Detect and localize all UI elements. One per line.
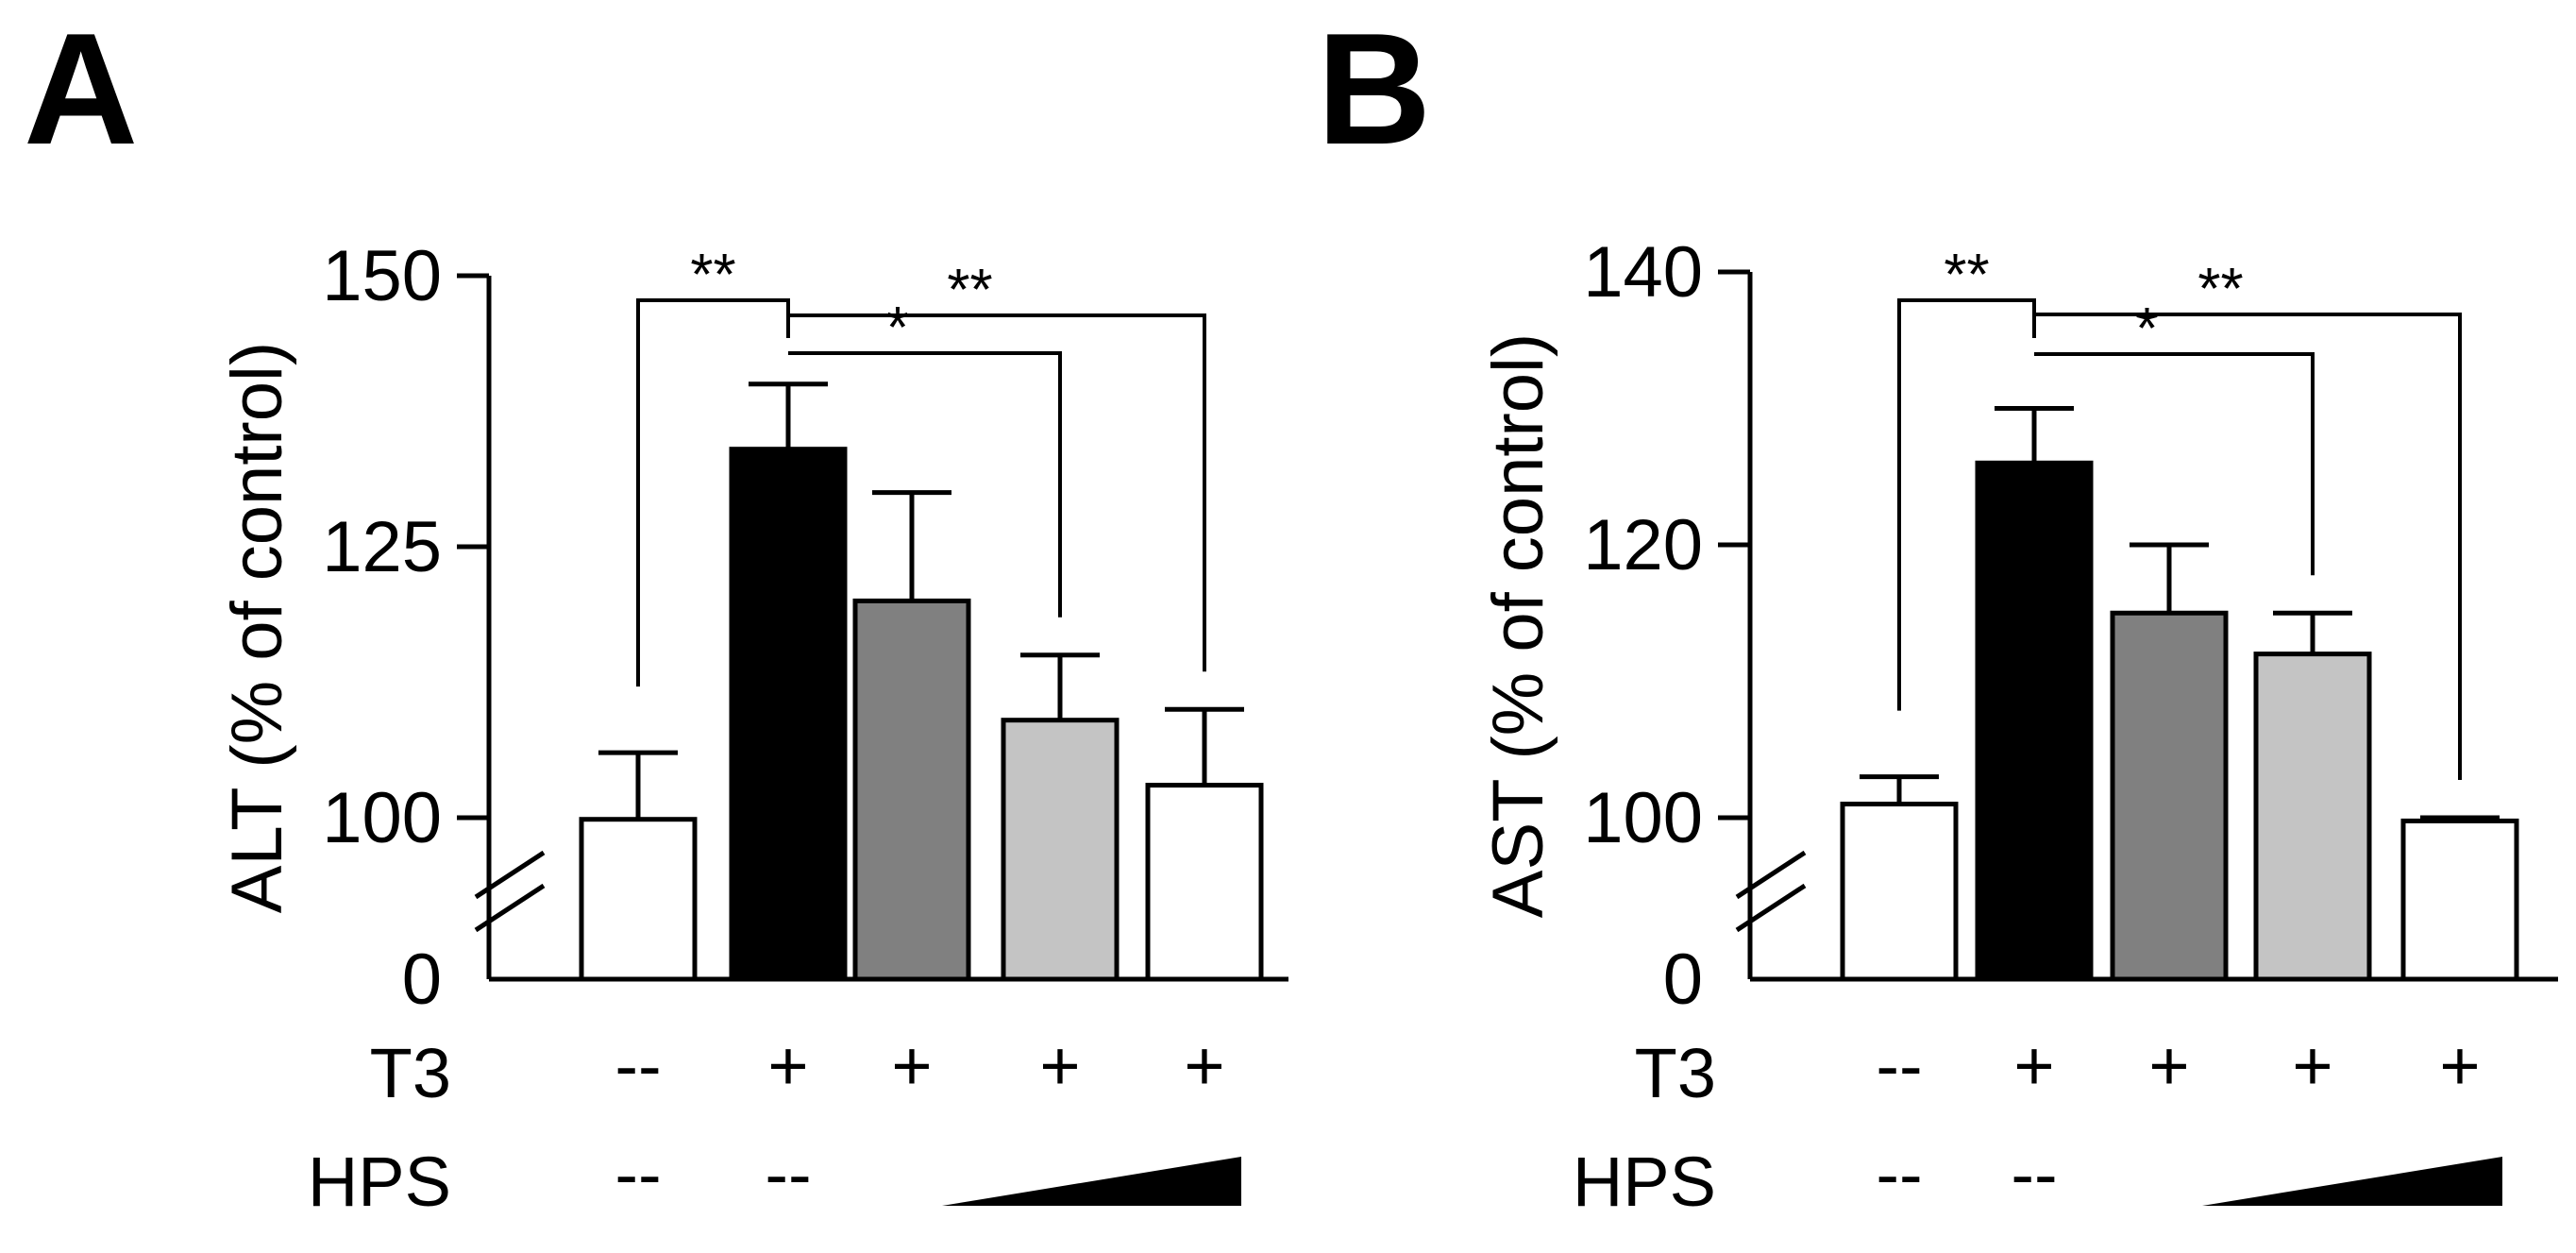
hps-dose-wedge [2202, 1157, 2502, 1206]
t3-row-label: T3 [1635, 1034, 1716, 1112]
t3-mark: + [2013, 1026, 2054, 1105]
y-axis-title: ALT (% of control) [217, 342, 297, 913]
hps-mark: -- [1876, 1135, 1922, 1213]
bar [732, 449, 845, 979]
figure: AALT (% of control)0100125150 *****T3HPS-… [0, 0, 2576, 1253]
hps-mark: -- [615, 1135, 661, 1213]
hps-row-label: HPS [308, 1143, 451, 1221]
significance-bracket [788, 315, 1204, 671]
significance-label: ** [947, 258, 992, 323]
t3-mark: -- [615, 1026, 661, 1105]
significance-label: ** [1944, 243, 1989, 308]
bar [581, 820, 695, 979]
y-tick-label: 140 [1583, 232, 1703, 313]
t3-row-label: T3 [370, 1034, 451, 1112]
t3-mark: + [1039, 1026, 1080, 1105]
y-tick-label: 150 [322, 236, 442, 316]
hps-row-label: HPS [1573, 1143, 1716, 1221]
significance-label: * [886, 296, 909, 361]
bar [1978, 463, 2091, 979]
y-tick-label: 100 [322, 778, 442, 858]
t3-mark: + [1184, 1026, 1224, 1105]
panel-letter: A [24, 0, 138, 178]
y-tick-label: 0 [1663, 940, 1703, 1020]
hps-dose-wedge [942, 1157, 1241, 1206]
hps-mark: -- [2011, 1135, 2057, 1213]
significance-bracket [2034, 314, 2460, 780]
t3-mark: + [891, 1026, 932, 1105]
significance-label: ** [690, 243, 735, 308]
t3-mark: -- [1876, 1026, 1922, 1105]
bar [2256, 654, 2369, 979]
y-tick-label: 100 [1583, 778, 1703, 858]
t3-mark: + [2439, 1026, 2480, 1105]
y-tick-label: 120 [1583, 505, 1703, 585]
t3-mark: + [767, 1026, 808, 1105]
bar [2113, 613, 2226, 979]
bar [855, 601, 968, 979]
bar [1003, 720, 1117, 979]
t3-mark: + [2292, 1026, 2332, 1105]
bar [1148, 786, 1261, 979]
y-tick-label: 0 [402, 940, 442, 1020]
bar [1843, 804, 1956, 979]
y-axis-title: AST (% of control) [1478, 333, 1558, 918]
hps-mark: -- [765, 1135, 811, 1213]
bar [2403, 821, 2517, 979]
t3-mark: + [2148, 1026, 2189, 1105]
significance-label: ** [2197, 257, 2243, 322]
significance-label: * [2135, 296, 2158, 362]
panel-letter: B [1317, 0, 1431, 178]
y-tick-label: 125 [322, 507, 442, 587]
